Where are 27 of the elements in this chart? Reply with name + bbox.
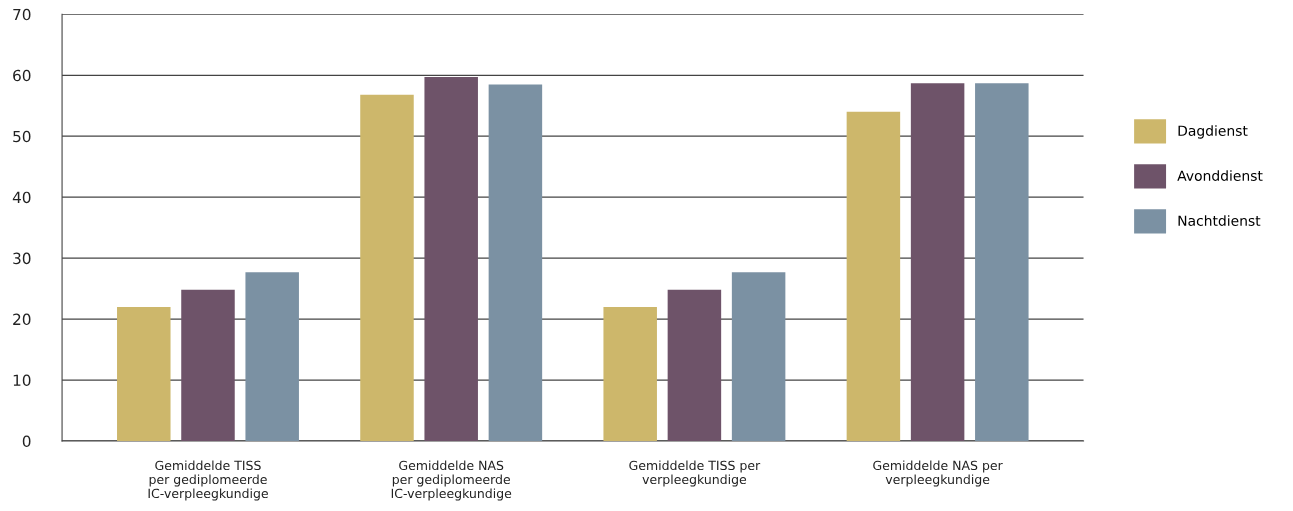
bar xyxy=(846,111,901,441)
y-tick-label: 60 xyxy=(13,69,31,82)
legend-label: Dagdienst xyxy=(1178,125,1248,139)
y-tick-label: 20 xyxy=(13,313,31,326)
bar xyxy=(181,289,235,441)
y-tick-label: 30 xyxy=(13,252,31,265)
bar xyxy=(424,77,478,441)
x-tick-label: Gemiddelde TISS per gediplomeerde IC-verpleegkundige xyxy=(148,460,268,501)
y-tick-label: 70 xyxy=(13,8,31,21)
bar xyxy=(731,272,786,441)
bar xyxy=(603,306,657,441)
bar xyxy=(245,272,299,441)
y-tick-label: 10 xyxy=(13,374,31,387)
y-tick-label: 40 xyxy=(12,191,31,204)
legend-label: Nachtdienst xyxy=(1178,215,1261,226)
y-tick-label: 50 xyxy=(13,130,31,143)
bar xyxy=(360,94,414,441)
x-tick-label: Gemiddelde NAS per gediplomeerde IC-verpleegkundige xyxy=(391,460,512,501)
y-tick-label: 0 xyxy=(22,435,31,448)
bar xyxy=(117,306,171,441)
bar xyxy=(975,83,1029,441)
bar xyxy=(667,289,722,441)
x-tick-label: Gemiddelde NAS per verpleegkundige xyxy=(873,460,1003,487)
bar xyxy=(910,83,965,441)
legend-label: Avonddienst xyxy=(1177,170,1263,181)
x-tick-label: Gemiddelde TISS per verpleegkundige xyxy=(629,460,761,487)
bar xyxy=(488,84,543,441)
